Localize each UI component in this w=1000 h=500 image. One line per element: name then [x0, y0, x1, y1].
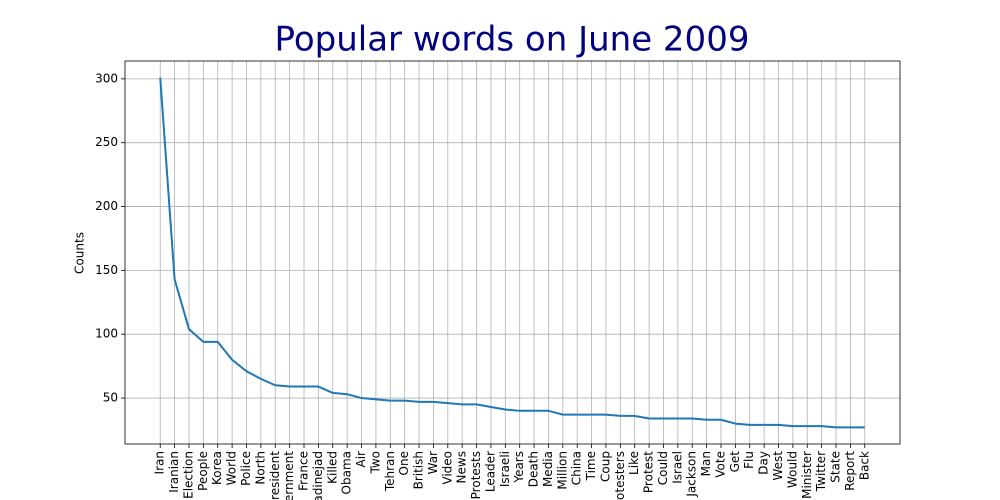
- y-tick-label: 50: [103, 391, 118, 405]
- x-tick-label: News: [455, 451, 469, 483]
- grid: [125, 61, 900, 444]
- y-tick-label: 100: [95, 327, 118, 341]
- x-tick-label: Air: [354, 451, 368, 468]
- x-tick-label: Could: [656, 451, 670, 485]
- x-tick-label: Election: [181, 451, 195, 499]
- axes-frame: [124, 60, 901, 445]
- x-tick-label: One: [397, 451, 411, 475]
- x-tick-label: France: [297, 451, 311, 491]
- x-tick-label: Years: [512, 451, 526, 484]
- x-tick-label: Police: [239, 451, 253, 486]
- x-tick-label: Media: [541, 451, 555, 487]
- x-tick-label: Minister: [800, 451, 814, 499]
- x-tick-label: Vote: [713, 451, 727, 478]
- x-tick-label: North: [253, 451, 267, 485]
- x-tick-label: Flu: [742, 451, 756, 469]
- data-line: [159, 77, 865, 429]
- plot-area: [159, 77, 865, 429]
- x-tick-label: Death: [527, 451, 541, 487]
- x-tick-label: Israeli: [498, 451, 512, 487]
- chart-title: Popular words on June 2009: [275, 20, 750, 60]
- x-tick-label: Time: [584, 451, 598, 481]
- x-tick-label: China: [570, 451, 584, 485]
- x-tick-label: West: [771, 451, 785, 481]
- x-tick-label: Protests: [469, 451, 483, 499]
- x-tick-label: Protest: [642, 451, 656, 493]
- y-tick-label: 300: [95, 71, 118, 85]
- x-tick-label: People: [196, 451, 210, 491]
- x-tick-label: Killed: [325, 451, 339, 484]
- y-axis-label: Counts: [73, 232, 87, 274]
- x-tick-label: Protesters: [613, 451, 627, 500]
- x-tick-label: Government: [282, 451, 296, 500]
- x-tick-label: Would: [785, 451, 799, 488]
- x-tick-label: Israel: [670, 451, 684, 484]
- y-tick-label: 150: [95, 263, 118, 277]
- x-tick-label: Iran: [153, 451, 167, 474]
- x-tick-label: Back: [857, 451, 871, 480]
- tick-labels: 50 100 150 200 250 300 Iran Iranian Election Peop…: [95, 71, 871, 500]
- x-tick-label: President: [268, 451, 282, 500]
- x-tick-label: Jackson: [685, 451, 699, 498]
- x-tick-label: Coup: [598, 451, 612, 482]
- x-tick-label: British: [412, 451, 426, 489]
- x-tick-label: Video: [440, 451, 454, 485]
- y-tick-label: 250: [95, 135, 118, 149]
- x-tick-label: Man: [699, 451, 713, 476]
- x-tick-label: Report: [843, 451, 857, 491]
- x-tick-label: Iranian: [167, 451, 181, 493]
- x-tick-label: Obama: [340, 451, 354, 494]
- x-tick-label: Day: [757, 451, 771, 475]
- x-tick-label: Million: [555, 451, 569, 490]
- x-tick-label: World: [225, 451, 239, 485]
- x-tick-label: Korea: [210, 451, 224, 485]
- x-tick-label: Tehran: [383, 451, 397, 492]
- x-tick-label: Like: [627, 451, 641, 475]
- x-tick-label: War: [426, 451, 440, 474]
- x-tick-label: Get: [728, 451, 742, 473]
- y-tick-label: 200: [95, 199, 118, 213]
- x-tick-label: Leader: [483, 451, 497, 492]
- x-tick-label: Twitter: [814, 451, 828, 492]
- x-tick-label: State: [829, 451, 843, 483]
- x-tick-label: Two: [368, 451, 382, 475]
- x-tick-label: Ahmadinejad: [311, 451, 325, 500]
